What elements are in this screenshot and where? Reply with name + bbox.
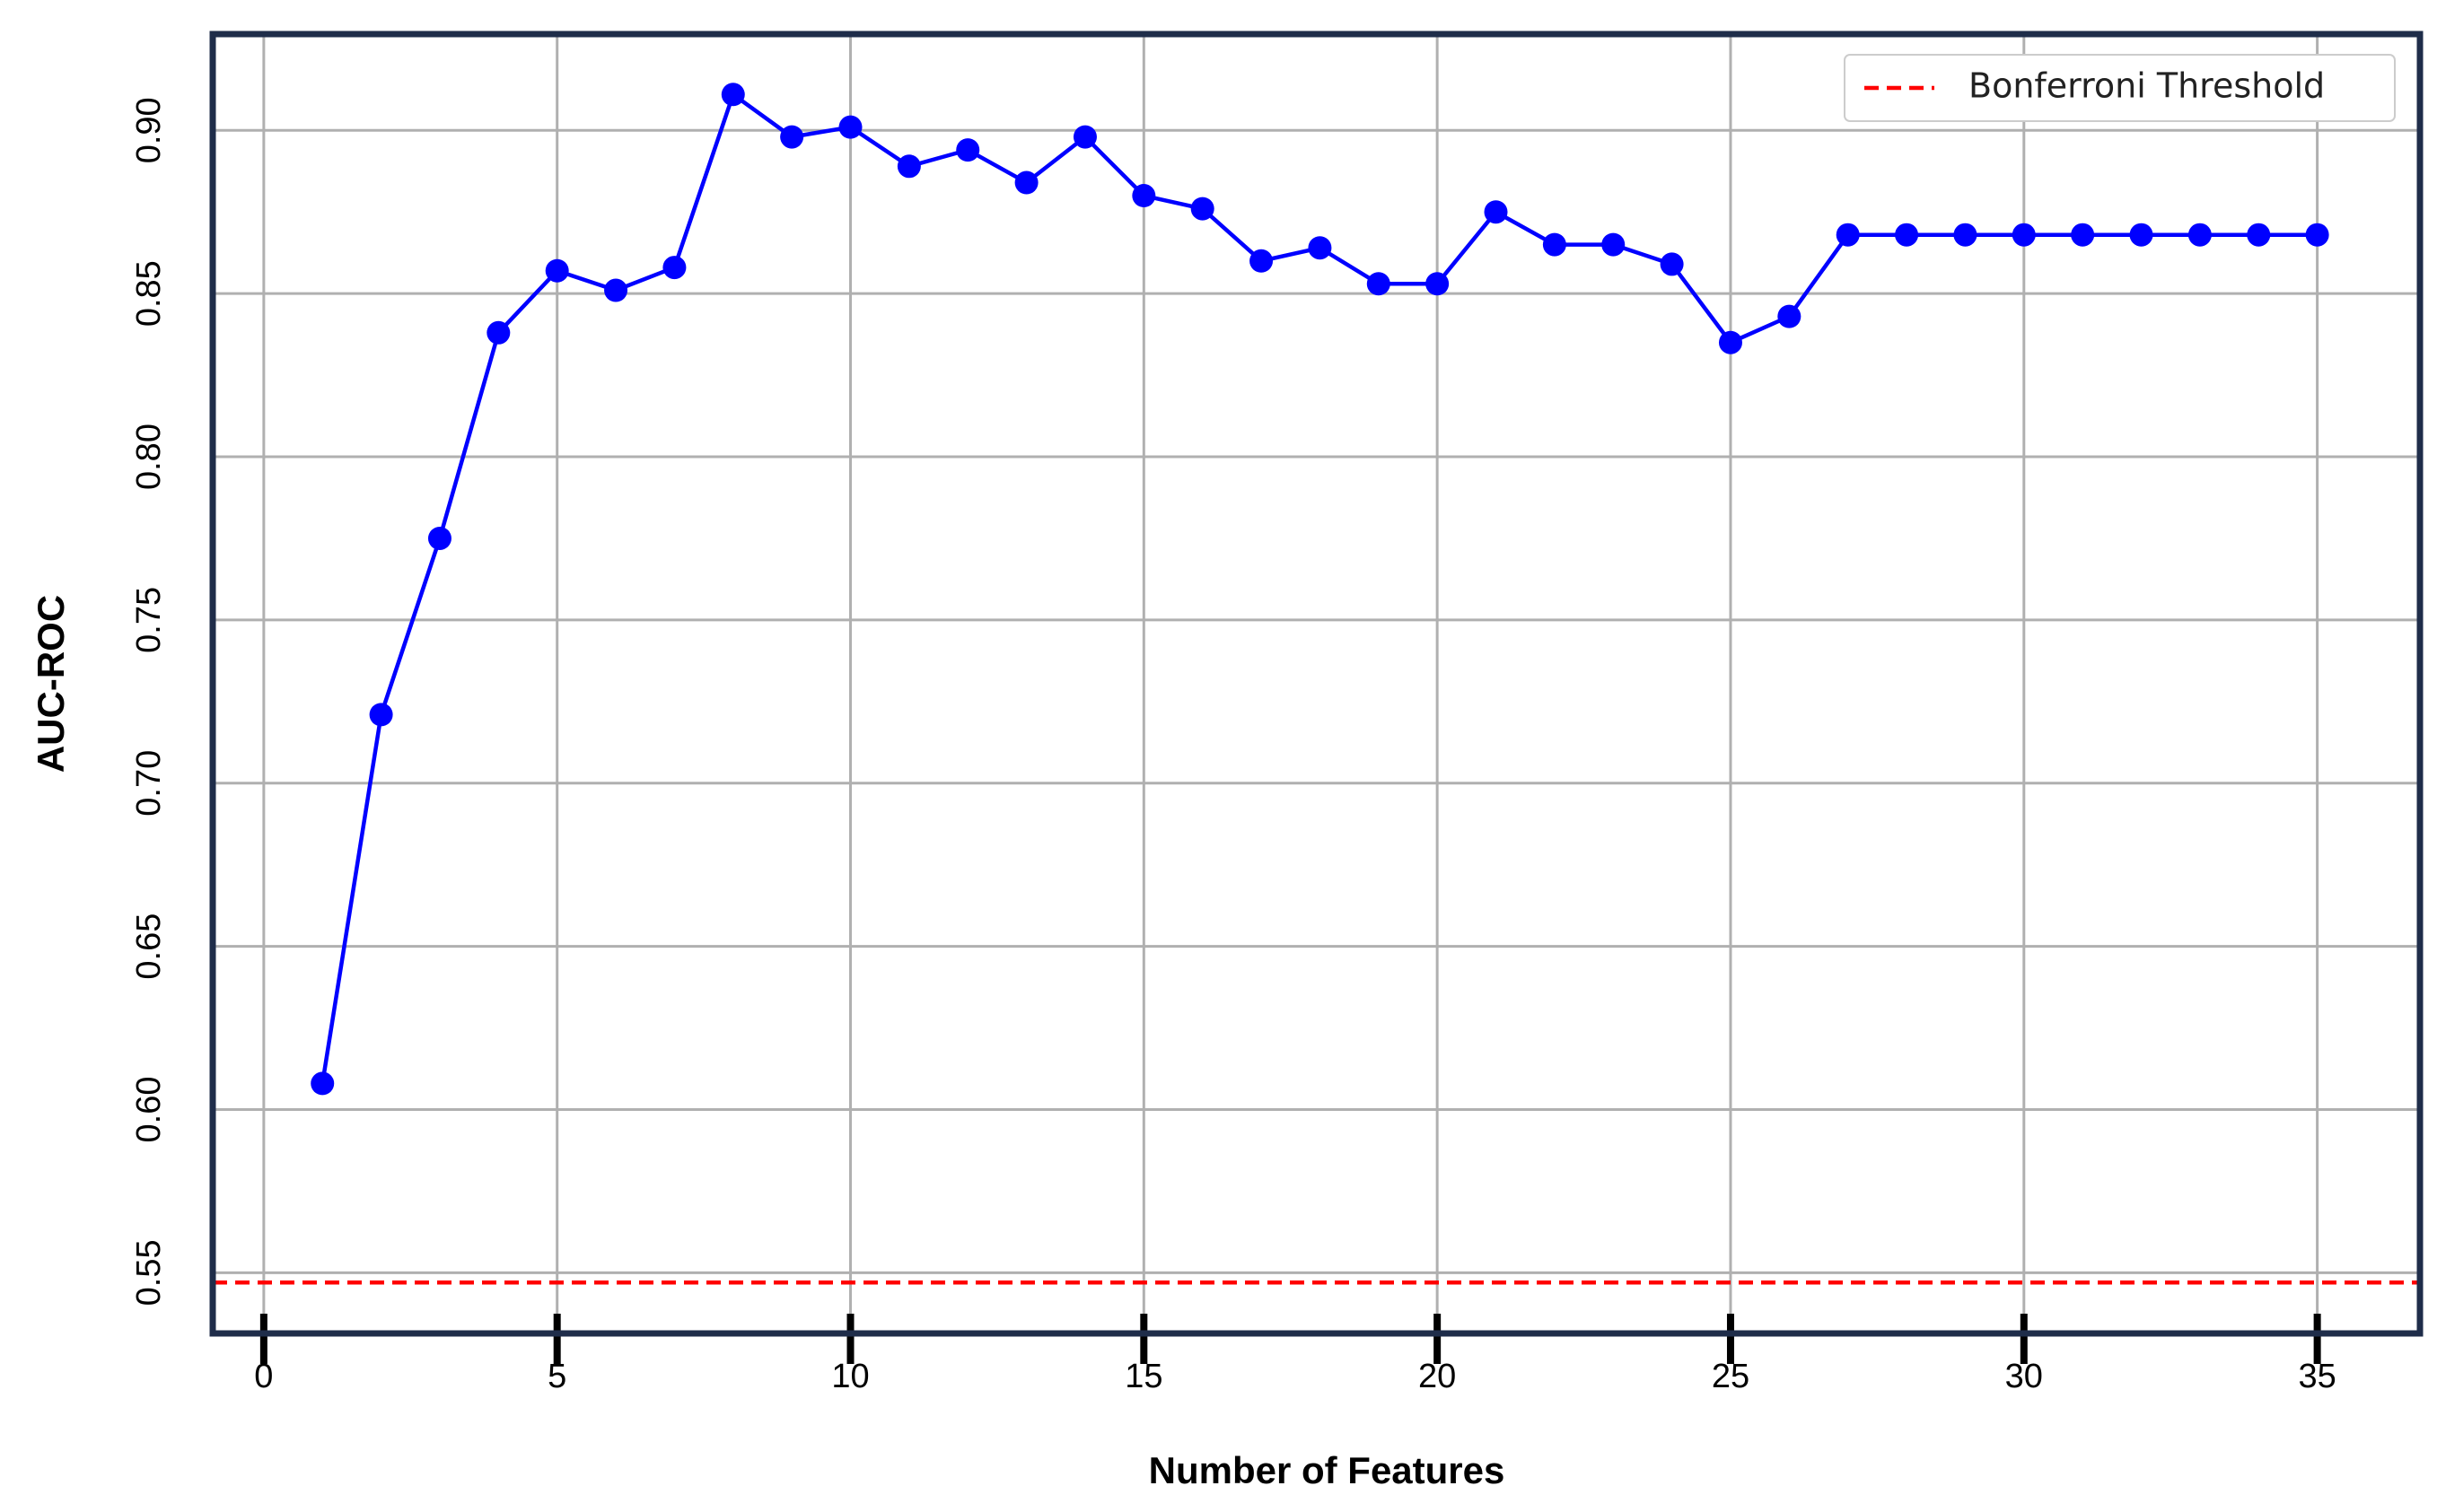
y-tick-label: 0.80 xyxy=(130,424,168,490)
x-tick-label: 0 xyxy=(254,1358,273,1395)
data-point xyxy=(604,278,628,302)
data-point xyxy=(2305,223,2329,247)
data-point xyxy=(780,125,804,149)
y-tick-label: 0.55 xyxy=(130,1239,168,1306)
y-tick-label: 0.70 xyxy=(130,750,168,817)
data-point xyxy=(897,154,921,179)
data-point xyxy=(369,703,393,727)
x-tick-label: 15 xyxy=(1125,1358,1162,1395)
legend-box xyxy=(1844,54,2396,122)
data-point xyxy=(1777,304,1801,328)
data-point xyxy=(838,115,863,139)
y-tick-label: 0.90 xyxy=(130,97,168,163)
data-point xyxy=(1601,232,1626,257)
data-point xyxy=(487,320,511,345)
legend-label: Bonferroni Threshold xyxy=(1968,66,2325,106)
data-point xyxy=(427,526,451,550)
data-point xyxy=(1366,272,1390,296)
x-tick-label: 20 xyxy=(1418,1358,1456,1395)
y-tick-label: 0.65 xyxy=(130,913,168,980)
data-point xyxy=(1542,232,1566,257)
data-point xyxy=(662,256,687,280)
data-point xyxy=(1308,236,1332,260)
y-tick-label: 0.60 xyxy=(130,1076,168,1142)
x-tick-label: 10 xyxy=(831,1358,869,1395)
data-point xyxy=(1953,223,1977,247)
y-tick-label: 0.75 xyxy=(130,587,168,653)
data-point xyxy=(1190,197,1214,221)
data-point xyxy=(2187,223,2212,247)
data-point xyxy=(311,1071,335,1096)
y-tick-label: 0.85 xyxy=(130,260,168,327)
x-tick-label: 30 xyxy=(2005,1358,2043,1395)
data-point xyxy=(1895,223,1919,247)
data-point xyxy=(545,258,569,283)
data-point xyxy=(1014,170,1039,195)
data-point xyxy=(2071,223,2095,247)
data-point xyxy=(1249,249,1274,273)
x-axis-label: Number of Features xyxy=(1149,1449,1505,1491)
plot-frame xyxy=(209,31,2424,1337)
data-point xyxy=(1660,252,1684,276)
data-point xyxy=(1836,223,1860,247)
data-point xyxy=(1425,272,1450,296)
data-point xyxy=(1484,200,1508,224)
x-tick-label: 5 xyxy=(548,1358,566,1395)
x-tick-label: 25 xyxy=(1712,1358,1749,1395)
data-point xyxy=(721,83,745,107)
y-axis-label: AUC-ROC xyxy=(30,595,72,773)
data-point xyxy=(1073,125,1097,149)
data-point xyxy=(1718,330,1742,354)
data-point xyxy=(2129,223,2153,247)
data-point xyxy=(2012,223,2036,247)
x-tick-label: 35 xyxy=(2298,1358,2336,1395)
data-point xyxy=(2247,223,2271,247)
data-point xyxy=(956,138,980,162)
data-point xyxy=(1132,184,1156,208)
